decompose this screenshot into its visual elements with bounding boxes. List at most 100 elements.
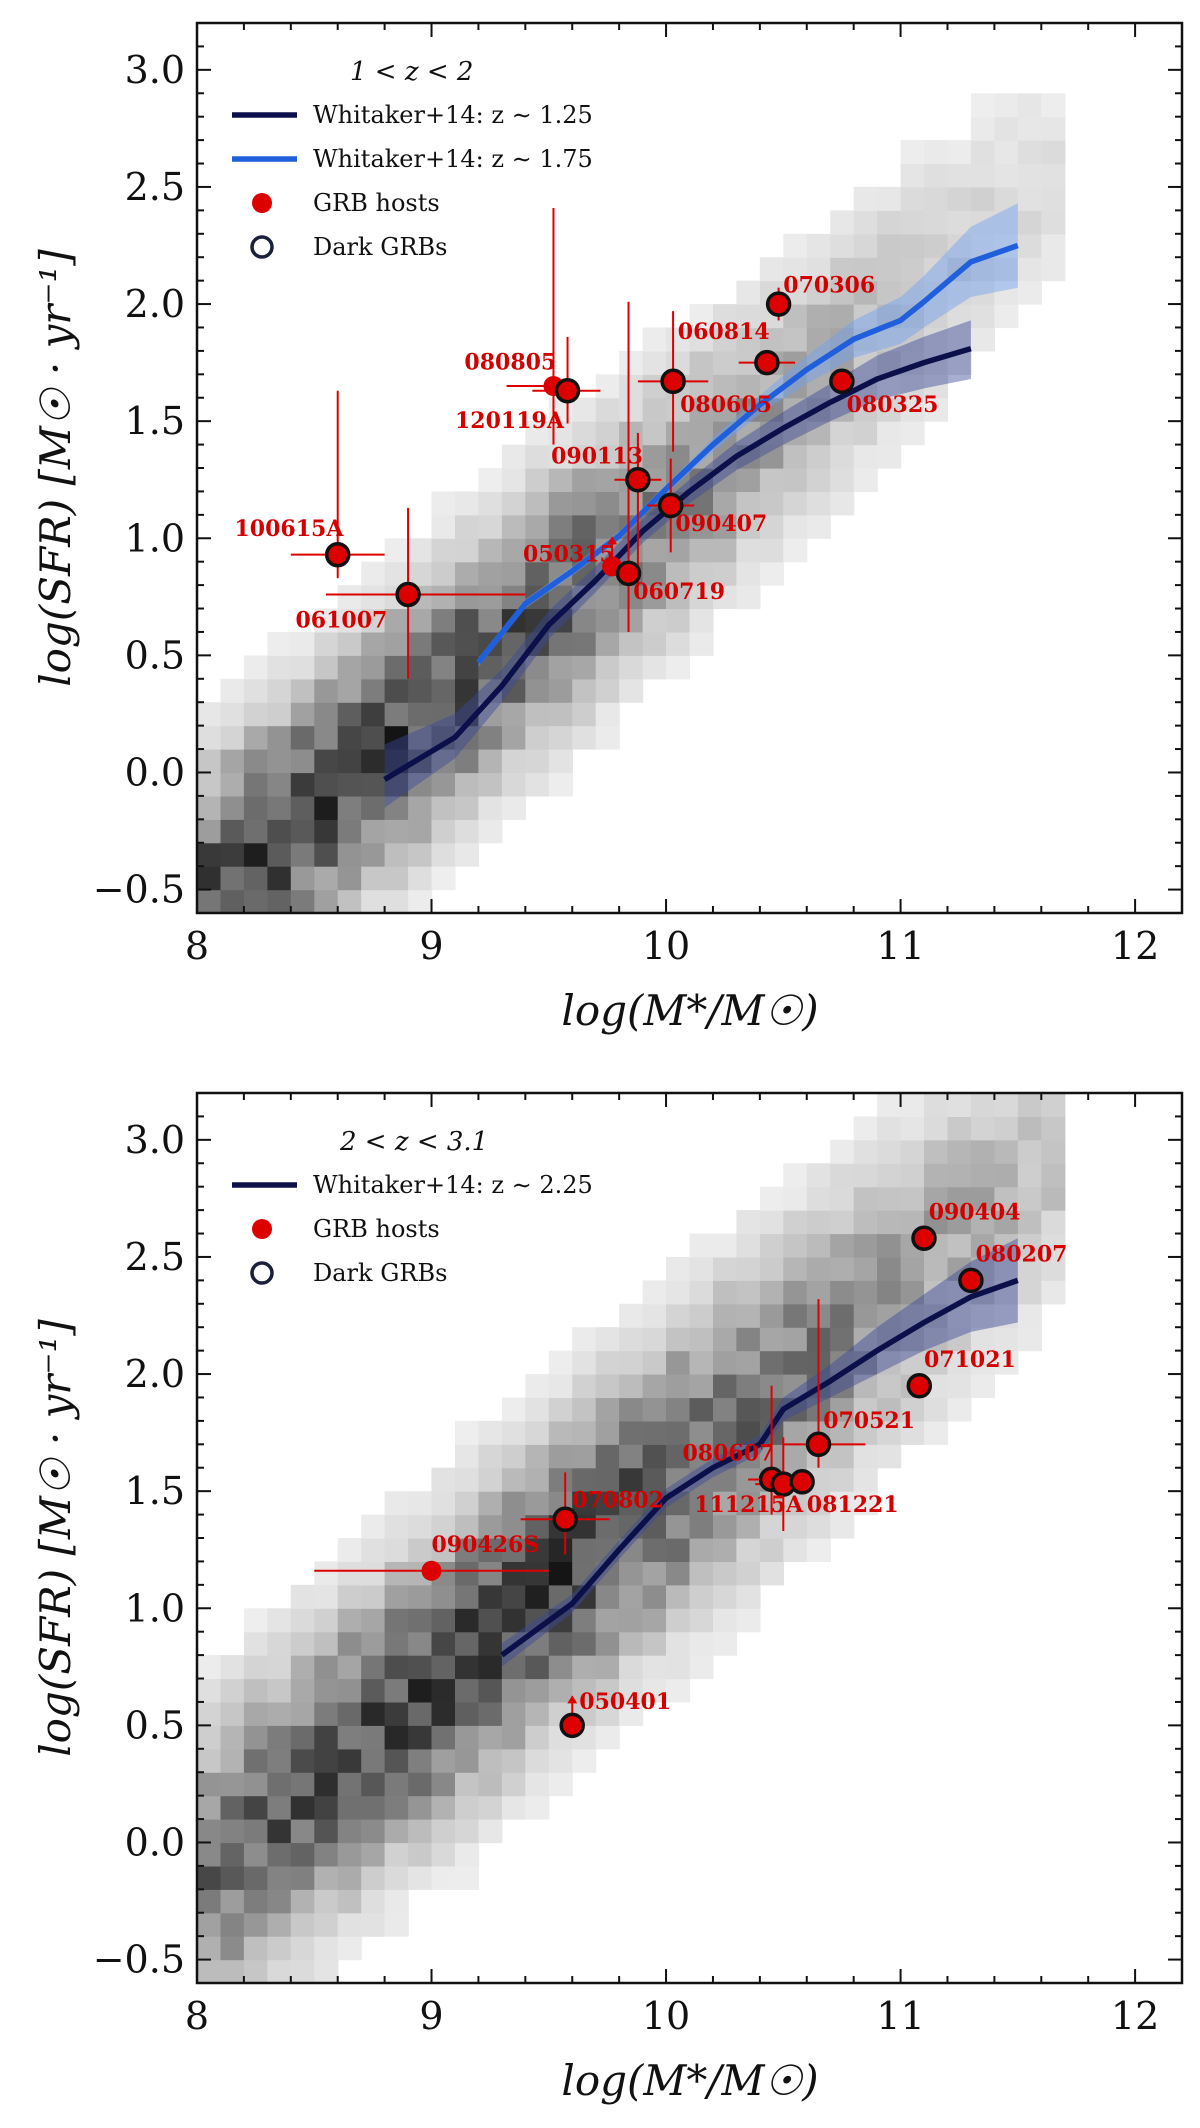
density-cell: [970, 1116, 995, 1141]
density-cell: [197, 772, 222, 797]
density-cell: [1041, 1233, 1066, 1258]
density-cell: [595, 1467, 620, 1492]
density-cell: [408, 1514, 433, 1539]
grb-point: [911, 1225, 937, 1251]
density-cell: [290, 1584, 315, 1609]
density-cell: [220, 795, 245, 820]
axis-ticks: 8 9 10 11 12 −0.5 0.0 0.5 1.0 1.5 2.0 2.5 3.0: [93, 1092, 1183, 2038]
density-cell: [572, 1374, 597, 1399]
density-cell: [525, 1678, 550, 1703]
grb-label: 070521: [823, 1408, 915, 1434]
density-cell: [431, 1655, 456, 1680]
density-cell: [455, 1584, 480, 1609]
density-cell: [994, 257, 1019, 282]
grb-label: 090113: [551, 443, 643, 469]
density-cell: [525, 678, 550, 703]
density-cell: [548, 1748, 573, 1773]
density-cell: [384, 1655, 409, 1680]
density-cell: [267, 749, 292, 774]
density-cell: [548, 1350, 573, 1375]
panel-low-z: 100615A 061007 080805 120119A 090113 050315 06…: [31, 21, 1184, 1035]
density-cell: [947, 1233, 972, 1258]
density-cell: [478, 749, 503, 774]
density-cell: [853, 233, 878, 258]
density-cell: [1041, 1139, 1066, 1164]
density-cell: [924, 186, 949, 211]
density-cell: [572, 514, 597, 539]
y-tick-label: 3.0: [125, 48, 185, 92]
grb-point: [324, 541, 351, 568]
density-cell: [853, 444, 878, 469]
grb-label: 081221: [807, 1492, 899, 1518]
density-cell: [970, 1233, 995, 1258]
density-cell: [806, 1256, 831, 1281]
density-cell: [853, 210, 878, 235]
density-cell: [783, 491, 808, 516]
density-cell: [994, 116, 1019, 141]
density-cell: [1017, 93, 1042, 118]
density-cell: [314, 1608, 339, 1633]
density-cell: [478, 1655, 503, 1680]
density-cell: [759, 561, 784, 586]
density-cell: [455, 514, 480, 539]
density-cell: [455, 1467, 480, 1492]
density-cell: [736, 1210, 761, 1235]
density-cell: [314, 1795, 339, 1820]
density-cell: [501, 1444, 526, 1469]
density-cell: [314, 702, 339, 727]
density-cell: [431, 1795, 456, 1820]
density-cell: [970, 140, 995, 165]
density-cell: [501, 1584, 526, 1609]
density-cell: [431, 1491, 456, 1516]
density-cell: [431, 772, 456, 797]
density-cell: [994, 1327, 1019, 1352]
x-tick-label: 11: [876, 1994, 924, 2038]
density-cell: [1017, 1256, 1042, 1281]
density-cell: [642, 1397, 667, 1422]
density-cell: [478, 795, 503, 820]
density-cell: [478, 1538, 503, 1562]
density-cell: [619, 397, 644, 422]
density-cell: [1017, 1280, 1042, 1305]
grb-label: 060814: [678, 319, 770, 345]
density-cell: [689, 1514, 714, 1539]
x-tick-label: 9: [419, 1994, 443, 2038]
density-cell: [806, 374, 831, 399]
density-cell: [877, 1163, 902, 1188]
density-cell: [572, 468, 597, 492]
density-cell: [243, 1936, 268, 1961]
density-cell: [525, 1561, 550, 1586]
density-cell: [924, 1280, 949, 1305]
density-cell: [361, 1608, 386, 1633]
density-cell: [501, 795, 526, 820]
density-cell: [314, 1912, 339, 1937]
density-cell: [525, 468, 550, 492]
density-cell: [361, 1655, 386, 1680]
density-cell: [361, 1795, 386, 1820]
density-cell: [478, 608, 503, 633]
density-cell: [525, 491, 550, 516]
density-cell: [783, 1280, 808, 1305]
density-cell: [548, 678, 573, 703]
density-cell: [478, 491, 503, 516]
density-cell: [619, 1397, 644, 1422]
density-cell: [642, 1280, 667, 1305]
density-cell: [243, 702, 268, 727]
density-cell: [525, 1655, 550, 1680]
density-cell: [713, 374, 738, 399]
density-cell: [220, 819, 245, 844]
legend-label: GRB hosts: [313, 1215, 440, 1243]
legend-open-marker: [250, 1261, 274, 1285]
density-cell: [455, 561, 480, 586]
density-cell: [970, 116, 995, 141]
density-cell: [830, 1210, 855, 1235]
density-cell: [759, 1561, 784, 1586]
density-cell: [619, 1350, 644, 1375]
density-cell: [548, 1374, 573, 1399]
density-cell: [314, 1655, 339, 1680]
density-cell: [994, 280, 1019, 305]
density-cell: [595, 631, 620, 656]
density-cell: [642, 1420, 667, 1445]
density-cell: [1017, 1163, 1042, 1188]
density-cell: [783, 1327, 808, 1352]
